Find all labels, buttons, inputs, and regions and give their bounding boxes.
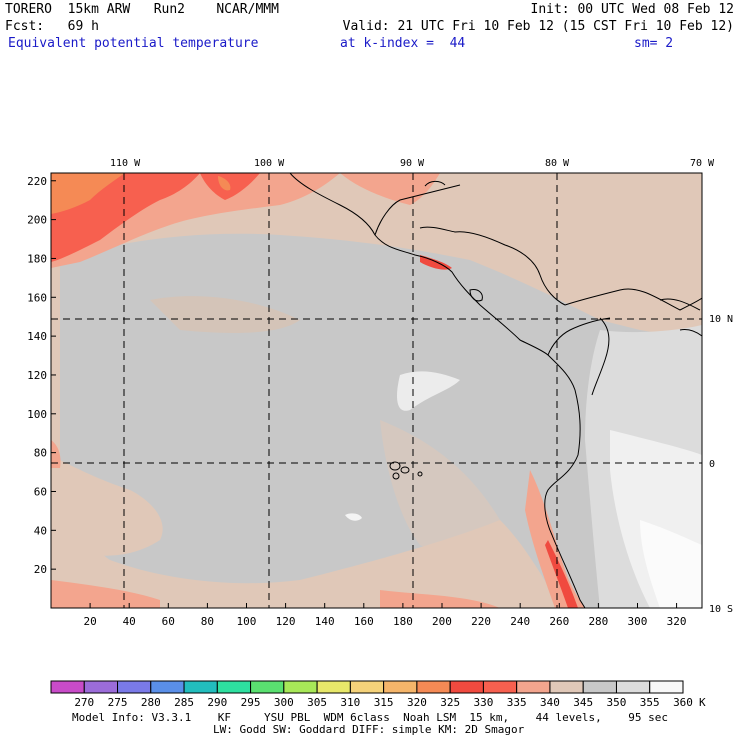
- lon-label: 100 W: [254, 158, 285, 169]
- lon-label: 70 W: [690, 158, 715, 169]
- x-tick-label: 140: [315, 615, 335, 628]
- lon-label: 110 W: [110, 158, 141, 169]
- lat-label: 10 S: [709, 604, 733, 615]
- lon-label: 90 W: [400, 158, 425, 169]
- lat-label: 10 N: [709, 314, 733, 325]
- model-info: Model Info: V3.3.1 KF YSU PBL WDM 6class…: [72, 711, 669, 724]
- x-tick-label: 20: [83, 615, 96, 628]
- x-tick-label: 320: [667, 615, 687, 628]
- valid-time: Valid: 21 UTC Fri 10 Feb 12 (15 CST Fri …: [342, 19, 734, 34]
- x-tick-label: 220: [471, 615, 491, 628]
- forecast-hour: Fcst: 69 h: [5, 19, 99, 34]
- y-tick-label: 200: [27, 214, 47, 227]
- x-tick-label: 280: [588, 615, 608, 628]
- y-tick-label: 20: [34, 563, 47, 576]
- x-tick-label: 240: [510, 615, 530, 628]
- lat-label: 0: [709, 459, 715, 470]
- y-tick-label: 160: [27, 291, 47, 304]
- y-tick-label: 220: [27, 175, 47, 188]
- model-title: TORERO 15km ARW Run2 NCAR/MMM: [5, 2, 279, 17]
- y-tick-label: 100: [27, 408, 47, 421]
- level-index: at k-index = 44: [340, 36, 466, 51]
- x-tick-label: 60: [162, 615, 175, 628]
- y-tick-label: 120: [27, 369, 47, 382]
- x-tick-label: 40: [123, 615, 136, 628]
- smoothing-value: sm= 2: [634, 36, 674, 51]
- coastlines: [289, 173, 702, 608]
- physics-info: LW: Godd SW: Goddard DIFF: simple KM: 2D…: [213, 723, 525, 736]
- y-tick-label: 80: [34, 447, 47, 460]
- x-tick-label: 80: [201, 615, 214, 628]
- axis-ticks: 20 40 60 80 100 120 140 160 180 200 220 20 40 60 80 100…: [27, 175, 686, 628]
- x-tick-label: 100: [237, 615, 257, 628]
- y-tick-label: 40: [34, 524, 47, 537]
- equivalent-potential-temperature-field: [51, 173, 702, 608]
- x-tick-label: 120: [276, 615, 296, 628]
- x-tick-label: 200: [432, 615, 452, 628]
- field-name: Equivalent potential temperature: [8, 36, 259, 51]
- galapagos-islands: [389, 461, 423, 480]
- y-tick-label: 140: [27, 330, 47, 343]
- map-frame: [50, 172, 703, 609]
- lon-label: 80 W: [545, 158, 570, 169]
- y-tick-label: 180: [27, 252, 47, 265]
- lat-lon-grid: [51, 173, 702, 608]
- init-time: Init: 00 UTC Wed 08 Feb 12: [530, 2, 735, 17]
- x-tick-label: 300: [628, 615, 648, 628]
- x-tick-label: 180: [393, 615, 413, 628]
- x-tick-label: 260: [549, 615, 569, 628]
- y-tick-label: 60: [34, 485, 47, 498]
- x-tick-label: 160: [354, 615, 374, 628]
